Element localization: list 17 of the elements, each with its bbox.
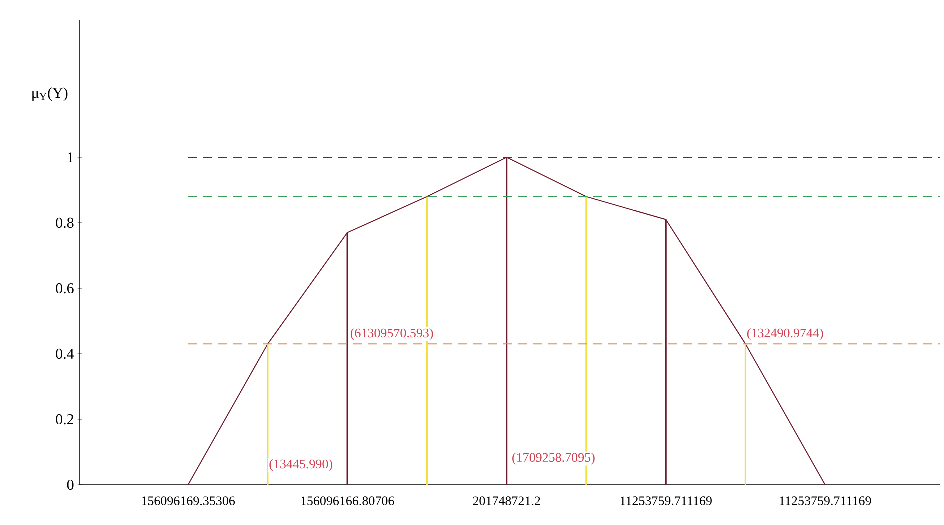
y-tick-label: 0.8 (56, 218, 74, 228)
annotation: (132490.9744) (747, 328, 824, 340)
y-tick-label: 1 (68, 152, 74, 162)
annotation: (61309570.593) (350, 328, 434, 340)
x-tick-label: 11253759.711169 (780, 496, 872, 506)
annotation: (1709258.7095) (512, 452, 595, 465)
annotation: (13445.990) (270, 459, 332, 472)
y-tick-label: 0.6 (56, 283, 74, 294)
x-tick-label: 156096169.35306 (142, 496, 236, 506)
x-tick-label: 156096166.80706 (302, 496, 394, 506)
y-tick-label: 0.4 (56, 348, 74, 360)
y-tick-label: 0 (67, 480, 74, 490)
x-tick-label: 201748721.2 (473, 496, 540, 506)
line-series (188, 157, 826, 486)
y-axis-title: μ$_{Y}$(Y) (32, 88, 68, 102)
x-tick-label: 11253759.711169 (620, 496, 712, 506)
y-tick-label: 0.2 (56, 414, 74, 425)
